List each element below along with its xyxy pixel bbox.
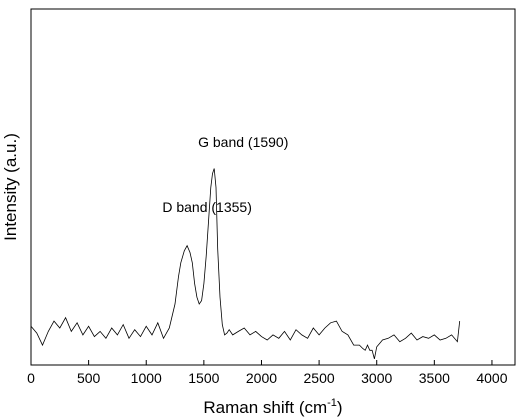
y-axis-title: Intensity (a.u.) — [1, 133, 20, 241]
series-group — [30, 168, 461, 360]
x-axis-title: Raman shift (cm-1) — [203, 397, 342, 417]
x-axis-tick-labels: 0 500 1000 1500 2000 2500 3000 3500 4000 — [27, 370, 508, 386]
plot-frame — [30, 8, 516, 366]
x-tick-label-2500: 2500 — [304, 370, 335, 386]
x-axis-ticks — [30, 360, 493, 365]
g-band-annotation: G band (1590) — [198, 134, 288, 150]
x-tick-label-3000: 3000 — [361, 370, 392, 386]
spectrum-line-0 — [30, 168, 461, 360]
x-tick-label-4000: 4000 — [476, 370, 507, 386]
x-tick-label-500: 500 — [77, 370, 101, 386]
plot-border — [30, 8, 516, 366]
annotation-group: D band (1355) G band (1590) — [162, 134, 288, 215]
x-tick-label-1000: 1000 — [131, 370, 162, 386]
d-band-annotation: D band (1355) — [162, 199, 252, 215]
x-tick-label-3500: 3500 — [419, 370, 450, 386]
x-tick-label-2000: 2000 — [246, 370, 277, 386]
x-tick-label-0: 0 — [27, 370, 35, 386]
x-tick-label-1500: 1500 — [188, 370, 219, 386]
